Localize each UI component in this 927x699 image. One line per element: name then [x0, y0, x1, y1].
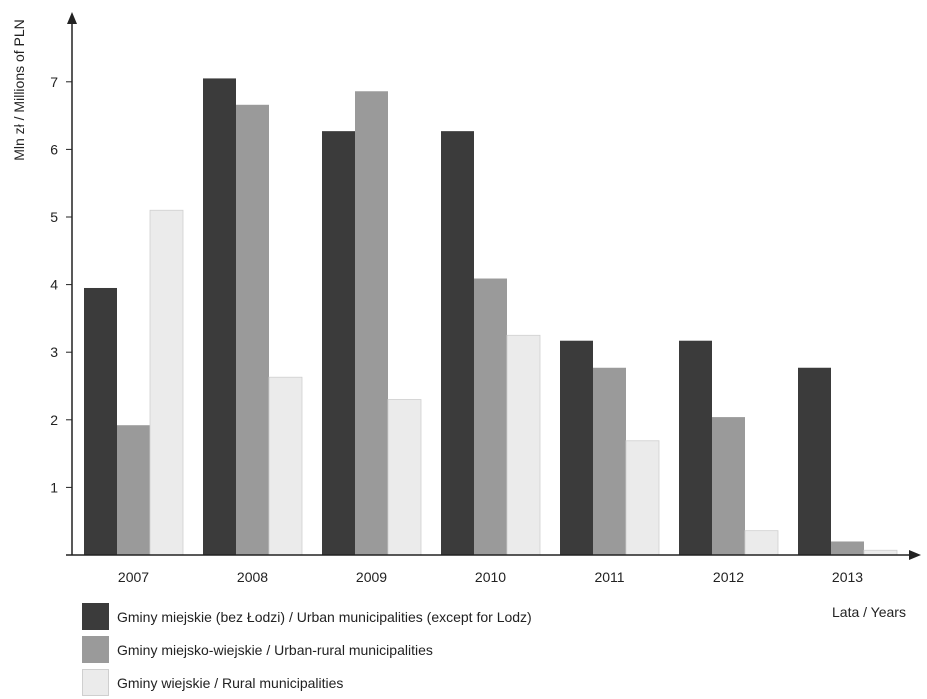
legend-item-urban-rural: Gminy miejsko-wiejskie / Urban-rural mun…: [82, 633, 532, 666]
legend-label-rural: Gminy wiejskie / Rural municipalities: [117, 674, 344, 691]
y-tick-label: 7: [50, 74, 58, 90]
bar-2011-series-1: [560, 340, 593, 555]
x-tick-label: 2011: [594, 569, 624, 585]
y-tick-label: 1: [50, 479, 58, 495]
x-tick-label: 2012: [713, 569, 744, 585]
bar-2010-series-2: [474, 278, 507, 555]
legend: Gminy miejskie (bez Łodzi) / Urban munic…: [82, 600, 532, 699]
legend-label-urban-rural: Gminy miejsko-wiejskie / Urban-rural mun…: [117, 641, 433, 658]
bar-2013-series-1: [798, 367, 831, 555]
legend-swatch-rural: [82, 669, 109, 696]
y-axis-arrow-icon: [67, 12, 77, 24]
y-axis-title: Mln zł / Millions of PLN: [11, 19, 27, 161]
bar-2011-series-2: [593, 367, 626, 555]
bar-2010-series-3: [506, 334, 541, 556]
x-tick-label: 2008: [237, 569, 268, 585]
x-axis-title: Lata / Years: [832, 604, 906, 620]
bar-2013-series-2: [831, 541, 864, 555]
bar-2009-series-3: [387, 399, 422, 556]
x-axis-arrow-icon: [909, 550, 921, 560]
legend-label-urban: Gminy miejskie (bez Łodzi) / Urban munic…: [117, 608, 532, 625]
y-tick-label: 4: [50, 277, 58, 293]
legend-item-urban: Gminy miejskie (bez Łodzi) / Urban munic…: [82, 600, 532, 633]
y-ticks-group: 1 2 3 4 5 6 7: [50, 74, 72, 495]
x-tick-label: 2010: [475, 569, 506, 585]
bar-2009-series-1: [322, 131, 355, 555]
bar-2012-series-3: [744, 530, 779, 556]
legend-swatch-urban-rural: [82, 636, 109, 663]
bar-2007-series-3: [149, 209, 184, 556]
bar-2011-series-3: [625, 440, 660, 556]
bar-2008-series-3: [268, 376, 303, 556]
bar-2007-series-2: [117, 425, 150, 555]
bar-2012-series-2: [712, 417, 745, 555]
bar-2008-series-1: [203, 78, 236, 556]
y-tick-label: 3: [50, 344, 58, 360]
bar-2008-series-2: [236, 104, 269, 555]
bar-chart: 1 2 3 4 5 6 7 2007 2008 2009 2010 2011 2012 2013 Mln…: [11, 12, 921, 585]
x-tick-label: 2013: [832, 569, 863, 585]
bar-2012-series-1: [679, 340, 712, 555]
legend-swatch-urban: [82, 603, 109, 630]
y-tick-label: 2: [50, 412, 58, 428]
bar-2010-series-1: [441, 131, 474, 555]
x-tick-label: 2009: [356, 569, 387, 585]
bars-group: [84, 78, 898, 556]
y-tick-label: 5: [50, 209, 58, 225]
legend-item-rural: Gminy wiejskie / Rural municipalities: [82, 666, 532, 699]
x-ticks-group: 2007 2008 2009 2010 2011 2012 2013: [118, 569, 863, 585]
bar-2009-series-2: [355, 91, 388, 555]
bar-2007-series-1: [84, 287, 117, 555]
x-tick-label: 2007: [118, 569, 149, 585]
y-tick-label: 6: [50, 141, 58, 157]
